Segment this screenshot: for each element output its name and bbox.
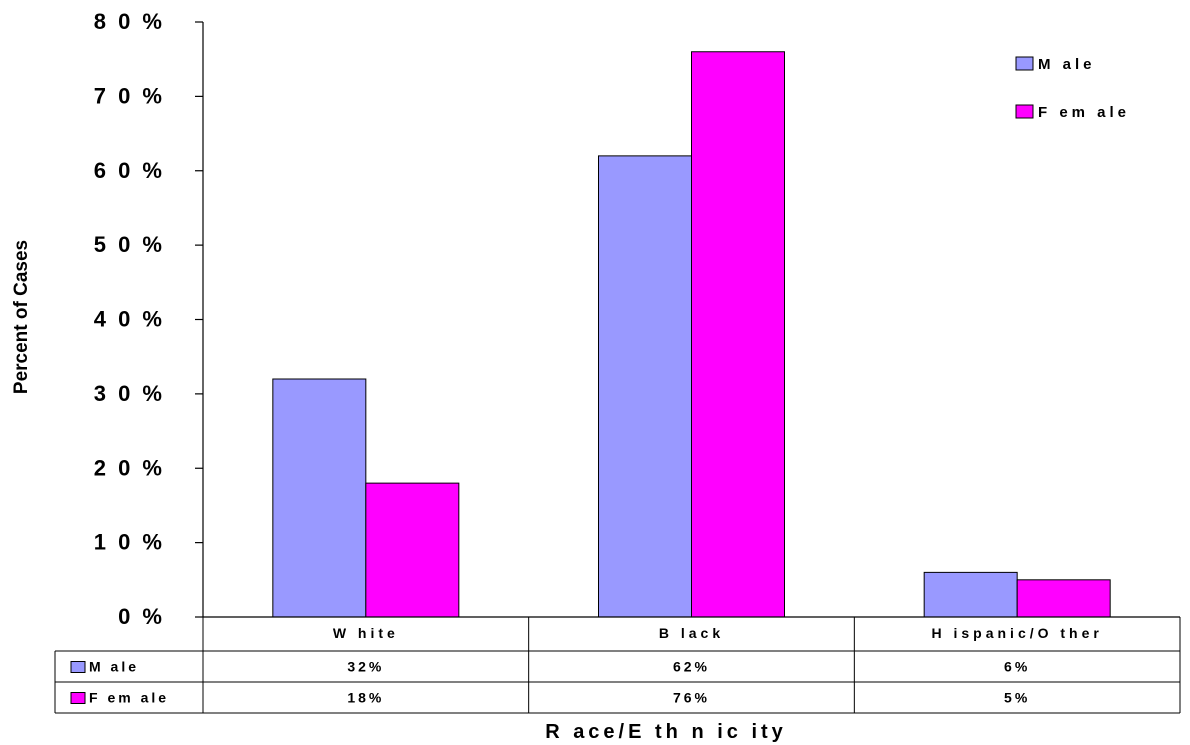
table-row-label: M ale xyxy=(89,659,139,675)
data-label: 6% xyxy=(1004,659,1030,675)
legend-label: M ale xyxy=(1038,56,1096,73)
y-tick-label: 5 0 % xyxy=(94,232,165,257)
data-label: 76% xyxy=(673,690,710,706)
table-row-label: F em ale xyxy=(89,690,169,706)
table-swatch-male xyxy=(70,661,86,673)
category-label: B lack xyxy=(659,625,724,641)
y-axis-title: Percent of Cases xyxy=(11,240,32,394)
data-label: 62% xyxy=(673,659,710,675)
data-label: 18% xyxy=(347,690,384,706)
bar-female-0 xyxy=(365,482,460,618)
bar-male-1 xyxy=(598,155,692,618)
data-table: W hite B lack H ispanic/O ther M ale 32% 62% 6… xyxy=(54,616,1181,714)
y-tick-label: 6 0 % xyxy=(94,158,165,183)
y-tick-label: 7 0 % xyxy=(94,83,165,108)
bar-male-2 xyxy=(923,571,1018,618)
y-tick-label: 3 0 % xyxy=(94,381,165,406)
data-label: 5% xyxy=(1004,690,1030,706)
legend-swatch-male xyxy=(1015,56,1034,71)
legend: M ale F em ale xyxy=(1015,56,1130,121)
bars xyxy=(272,51,1111,618)
y-tick-label: 0 % xyxy=(118,604,165,629)
y-tick-label: 1 0 % xyxy=(94,530,165,555)
legend-swatch-female xyxy=(1015,104,1034,119)
bar-female-2 xyxy=(1016,579,1111,618)
category-label: H ispanic/O ther xyxy=(931,625,1102,641)
bar-female-1 xyxy=(691,51,785,618)
data-label: 32% xyxy=(347,659,384,675)
y-tick-label: 4 0 % xyxy=(94,307,165,332)
x-axis-title: R ace/E th n ic ity xyxy=(545,721,787,743)
y-tick-label: 2 0 % xyxy=(94,455,165,480)
y-tick-label: 8 0 % xyxy=(94,9,165,34)
table-swatch-female xyxy=(70,692,86,704)
category-label: W hite xyxy=(333,625,399,641)
bar-male-0 xyxy=(272,378,367,618)
legend-label: F em ale xyxy=(1038,104,1130,121)
y-axis-ticks: 0 % 1 0 % 2 0 % 3 0 % 4 0 % 5 0 % 6 0 % 7 0 % 8 … xyxy=(94,9,203,629)
